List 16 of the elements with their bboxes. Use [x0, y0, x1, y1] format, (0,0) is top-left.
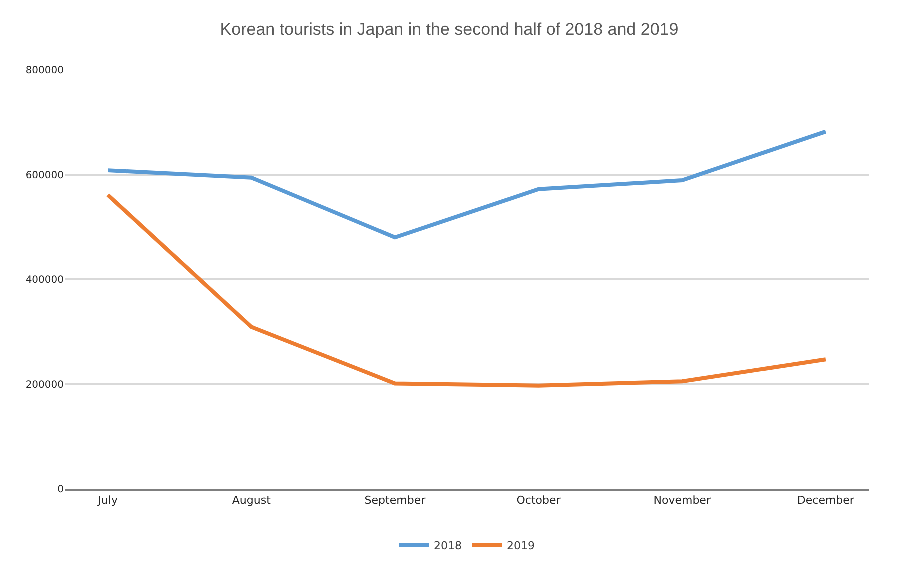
x-tick-label: July: [97, 494, 118, 508]
x-tick-label: August: [232, 494, 272, 508]
y-tick-label: 400000: [26, 275, 64, 286]
x-tick-label: November: [654, 494, 712, 508]
y-tick-label: 200000: [26, 380, 64, 391]
legend-label: 2019: [507, 540, 535, 553]
legend-label: 2018: [434, 540, 462, 553]
chart-title: Korean tourists in Japan in the second half of 2018 and 2019: [220, 20, 679, 39]
y-tick-label: 0: [58, 484, 64, 496]
x-tick-label: September: [364, 494, 426, 508]
line-series: [106, 193, 828, 388]
x-tick-label: December: [797, 494, 855, 508]
y-tick-label: 600000: [26, 170, 64, 182]
x-tick-label: October: [516, 494, 562, 508]
line-series: [106, 130, 828, 240]
y-tick-label: 800000: [26, 66, 64, 76]
